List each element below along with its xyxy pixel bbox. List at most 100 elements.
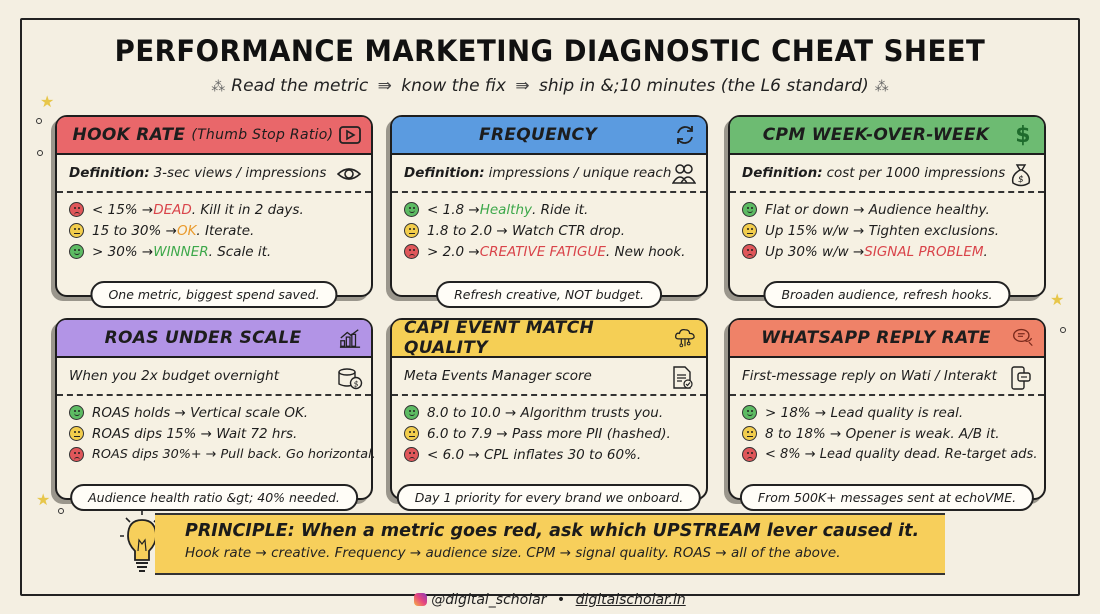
card-definition: When you 2x budget overnight $ xyxy=(57,358,371,396)
card-title-sub: (Thumb Stop Ratio) xyxy=(191,127,334,143)
row-text: < 1.8 → xyxy=(427,201,480,218)
row-text: ROAS holds → Vertical scale OK. xyxy=(92,404,309,421)
card-title: HOOK RATE xyxy=(72,125,186,145)
status-row: Flat or down → Audience healthy. xyxy=(742,199,1032,220)
dot-decoration xyxy=(36,118,42,124)
row-text: ROAS dips 30%+ → Pull back. Go horizonta… xyxy=(92,447,376,462)
card-whatsapp: WHATSAPP REPLY RATE First-message reply … xyxy=(728,318,1046,511)
row-text: 8 to 18% → Opener is weak. A/B it. xyxy=(765,425,1000,442)
def-label: Definition: xyxy=(69,165,150,181)
status-row: ROAS dips 15% → Wait 72 hrs. xyxy=(69,423,359,444)
card-roas: ROAS UNDER SCALE When you 2x budget over… xyxy=(55,318,376,511)
page-title: PERFORMANCE MARKETING DIAGNOSTIC CHEAT S… xyxy=(114,34,986,68)
card-definition: First-message reply on Wati / Interakt xyxy=(730,358,1044,396)
footer-separator: • xyxy=(556,592,566,608)
row-text: 8.0 to 10.0 → Algorithm trusts you. xyxy=(427,404,664,421)
row-highlight: SIGNAL PROBLEM xyxy=(864,243,984,260)
row-highlight: Healthy xyxy=(479,201,533,218)
neutral-face-icon xyxy=(69,426,84,441)
card-title: CPM WEEK-OVER-WEEK xyxy=(762,125,990,145)
card-rows: 8.0 to 10.0 → Algorithm trusts you. 6.0 … xyxy=(392,396,706,465)
card-title: FREQUENCY xyxy=(479,125,597,145)
smile-face-icon xyxy=(404,202,419,217)
def-label: Definition: xyxy=(404,165,485,181)
instagram-icon xyxy=(414,593,428,606)
card-definition: Definition: cost per 1000 impressions $ xyxy=(730,155,1044,193)
smile-face-icon xyxy=(742,202,757,217)
sparkle-icon: ⁂ xyxy=(211,79,226,95)
principle-detail: Hook rate → creative. Frequency → audien… xyxy=(185,545,841,561)
def-label: Definition: xyxy=(742,165,823,181)
neutral-face-icon xyxy=(404,426,419,441)
row-text: < 8% → Lead quality dead. Re-target ads. xyxy=(765,447,1038,462)
status-row: > 30% → WINNER. Scale it. xyxy=(69,241,359,262)
card-note: Refresh creative, NOT budget. xyxy=(436,281,662,308)
card-note: Day 1 priority for every brand we onboar… xyxy=(396,484,702,511)
dot-decoration xyxy=(37,150,43,156)
row-highlight: WINNER xyxy=(153,243,209,260)
dollar-icon: $ xyxy=(1015,122,1031,148)
card-title: CAPI EVENT MATCH QUALITY xyxy=(404,318,595,358)
star-icon: ★ xyxy=(40,92,55,111)
status-row: < 1.8 → Healthy. Ride it. xyxy=(404,199,694,220)
card-header: CPM WEEK-OVER-WEEK $ xyxy=(730,117,1044,155)
smile-face-icon xyxy=(69,244,84,259)
dot-decoration xyxy=(1060,327,1066,333)
card-definition: Definition: impressions / unique reach xyxy=(392,155,706,193)
sad-face-icon xyxy=(742,244,757,259)
sad-face-icon xyxy=(742,447,757,462)
status-row: 8 to 18% → Opener is weak. A/B it. xyxy=(742,423,1032,444)
star-icon: ★ xyxy=(36,490,51,509)
subtitle-part-2: know the fix xyxy=(401,76,506,96)
status-row: > 2.0 → CREATIVE FATIGUE. New hook. xyxy=(404,241,694,262)
lightbulb-icon xyxy=(118,506,166,578)
row-text: 1.8 to 2.0 → Watch CTR drop. xyxy=(427,222,625,239)
phone-message-icon xyxy=(1010,366,1032,390)
status-row: 8.0 to 10.0 → Algorithm trusts you. xyxy=(404,402,694,423)
neutral-face-icon xyxy=(69,223,84,238)
card-header: HOOK RATE (Thumb Stop Ratio) xyxy=(57,117,371,155)
row-text: < 15% → xyxy=(92,201,154,218)
status-row: > 18% → Lead quality is real. xyxy=(742,402,1032,423)
sad-face-icon xyxy=(404,244,419,259)
eye-icon xyxy=(336,163,362,185)
svg-text:$: $ xyxy=(354,380,359,389)
card-header: FREQUENCY xyxy=(392,117,706,155)
coins-icon: $ xyxy=(337,366,363,390)
row-text: 15 to 30% → xyxy=(92,222,177,239)
status-row: < 6.0 → CPL inflates 30 to 60%. xyxy=(404,444,694,465)
status-row: 15 to 30% → OK. Iterate. xyxy=(69,220,359,241)
row-text: > 2.0 → xyxy=(427,243,480,260)
card-rows: < 1.8 → Healthy. Ride it. 1.8 to 2.0 → W… xyxy=(392,193,706,262)
sad-face-icon xyxy=(404,447,419,462)
arrow-icon: ⇛ xyxy=(377,76,392,96)
row-text: Up 15% w/w → Tighten exclusions. xyxy=(765,222,1000,239)
row-text: . Ride it. xyxy=(532,201,589,218)
document-check-icon xyxy=(672,366,694,389)
card-note: From 500K+ messages sent at echoVME. xyxy=(739,484,1035,511)
neutral-face-icon xyxy=(742,426,757,441)
status-row: ROAS holds → Vertical scale OK. xyxy=(69,402,359,423)
growth-chart-icon xyxy=(339,327,361,349)
def-text: When you 2x budget overnight xyxy=(69,368,280,384)
def-text: 3-sec views / impressions xyxy=(153,165,327,181)
sad-face-icon xyxy=(69,202,84,217)
website-link[interactable]: digitalscholar.in xyxy=(575,592,686,608)
status-row: ROAS dips 30%+ → Pull back. Go horizonta… xyxy=(69,444,376,465)
card-rows: ROAS holds → Vertical scale OK. ROAS dip… xyxy=(57,396,376,465)
principle-headline: PRINCIPLE: When a metric goes red, ask w… xyxy=(185,521,920,541)
instagram-handle-link[interactable]: @digital_scholar xyxy=(431,592,547,608)
status-row: 1.8 to 2.0 → Watch CTR drop. xyxy=(404,220,694,241)
status-row: 6.0 to 7.9 → Pass more PII (hashed). xyxy=(404,423,694,444)
row-text: < 6.0 → CPL inflates 30 to 60%. xyxy=(427,446,642,463)
card-header: CAPI EVENT MATCH QUALITY xyxy=(392,318,706,358)
sad-face-icon xyxy=(69,447,84,462)
row-text: Flat or down → Audience healthy. xyxy=(765,201,990,218)
sparkle-icon: ⁂ xyxy=(874,79,889,95)
neutral-face-icon xyxy=(742,223,757,238)
row-text: Up 30% w/w → xyxy=(765,243,865,260)
page-subtitle: ⁂ Read the metric ⇛ know the fix ⇛ ship i… xyxy=(0,76,1100,96)
card-hook-rate: HOOK RATE (Thumb Stop Ratio) Definition: 3… xyxy=(55,115,373,308)
play-icon xyxy=(339,124,361,146)
dot-decoration xyxy=(58,508,64,514)
